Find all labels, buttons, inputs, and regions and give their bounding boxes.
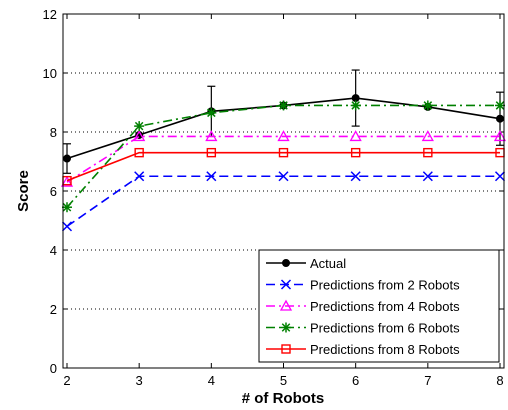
y-tick-label: 4 [50, 243, 57, 258]
y-tick-label: 10 [43, 66, 57, 81]
data-point [281, 322, 291, 333]
series-2 [61, 171, 506, 232]
data-point [134, 147, 144, 158]
legend-entry: Actual [266, 256, 346, 271]
data-point [60, 175, 74, 187]
y-tick-label: 12 [43, 7, 57, 22]
legend-label: Predictions from 8 Robots [310, 342, 460, 357]
x-tick-label: 6 [352, 373, 359, 388]
data-point [422, 100, 433, 111]
data-point [206, 171, 217, 182]
plot-frame [62, 13, 505, 369]
data-point [350, 100, 361, 111]
y-tick-label: 6 [50, 184, 57, 199]
data-point [494, 171, 506, 182]
data-point [350, 171, 361, 182]
data-point [495, 100, 505, 111]
data-point [350, 147, 361, 158]
legend-label: Predictions from 4 Robots [310, 299, 460, 314]
data-point [496, 114, 504, 123]
x-tick-label: 4 [208, 373, 215, 388]
legend-entry: Predictions from 4 Robots [266, 299, 460, 314]
data-point [279, 299, 293, 311]
data-point [423, 147, 433, 158]
data-point [63, 154, 71, 163]
x-tick-label: 3 [136, 373, 143, 388]
legend-entry: Predictions from 8 Robots [266, 342, 460, 357]
x-tick-label: 5 [280, 373, 287, 388]
x-axis-ticks: 2 3 4 5 6 7 8 [63, 14, 504, 388]
series-layer [60, 69, 507, 232]
series-line [66, 151, 500, 182]
data-point [278, 100, 289, 111]
legend: Actual Predictions from 2 Robots Predictio… [258, 249, 500, 363]
data-point [277, 130, 290, 142]
data-point [205, 130, 218, 142]
series-5 [62, 147, 505, 186]
data-point [62, 202, 72, 213]
data-point [278, 147, 289, 158]
data-point [278, 171, 289, 182]
series-4 [62, 100, 505, 213]
legend-label: Predictions from 6 Robots [310, 321, 460, 336]
x-tick-label: 2 [63, 373, 70, 388]
data-point [421, 130, 434, 142]
data-point [280, 279, 292, 290]
y-tick-label: 8 [50, 125, 57, 140]
x-axis-label: # of Robots [242, 390, 325, 407]
data-point [61, 221, 73, 232]
series-3 [60, 130, 507, 187]
x-tick-label: 7 [424, 373, 431, 388]
x-tick-label: 8 [496, 373, 503, 388]
data-point [134, 171, 145, 182]
legend-entry: Predictions from 6 Robots [266, 321, 460, 336]
data-point [422, 171, 433, 182]
series-line [66, 135, 500, 183]
data-point [493, 130, 507, 142]
y-axis-label: Score [15, 170, 32, 212]
data-point [134, 121, 145, 132]
y-tick-label: 2 [50, 302, 57, 317]
data-point [281, 344, 291, 354]
data-point [206, 147, 217, 158]
y-tick-label: 0 [50, 361, 57, 376]
data-point [133, 130, 146, 142]
data-point [282, 259, 290, 267]
legend-label: Predictions from 2 Robots [310, 278, 460, 293]
legend-entry: Predictions from 2 Robots [266, 278, 460, 293]
legend-label: Actual [310, 256, 346, 271]
data-point [349, 130, 362, 142]
data-point [206, 107, 217, 118]
